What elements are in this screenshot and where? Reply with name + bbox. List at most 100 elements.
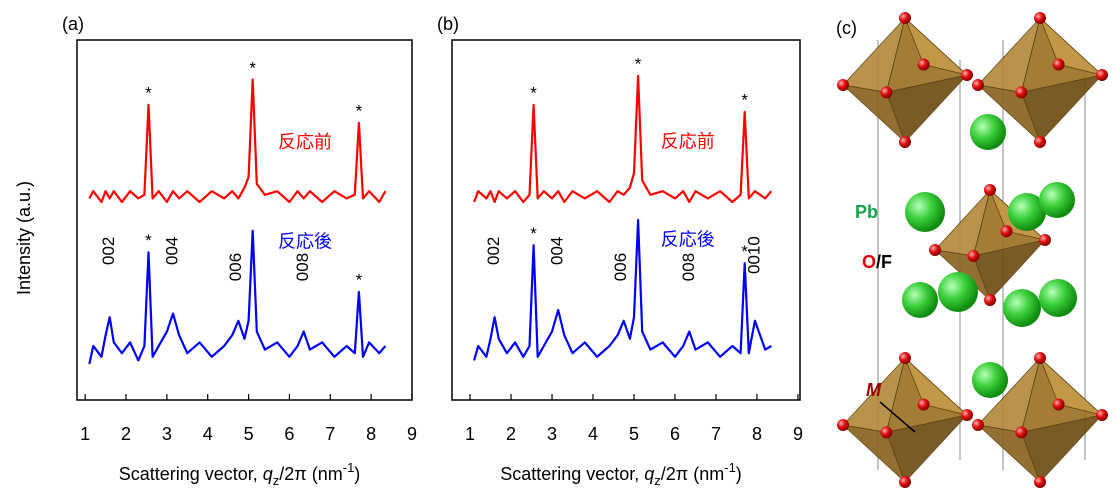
anion — [1034, 136, 1046, 148]
cation-pb — [1003, 289, 1041, 327]
peak-index: 008 — [293, 253, 312, 281]
peak-index: 008 — [679, 253, 698, 281]
x-axis-label-part: Scattering vector, — [119, 464, 263, 484]
octahedron-face — [885, 414, 969, 483]
cation-pb — [905, 192, 945, 232]
anion — [899, 12, 911, 24]
anion — [1015, 86, 1028, 99]
x-tick-label: 5 — [629, 424, 639, 444]
anion — [880, 426, 893, 439]
anion — [917, 398, 930, 411]
cation-pb — [972, 362, 1008, 398]
anion — [1034, 476, 1046, 488]
anion — [1096, 69, 1108, 81]
peak-index: 006 — [611, 253, 630, 281]
panel-label: (c) — [836, 18, 857, 38]
plot-frame — [76, 39, 413, 401]
x-axis-label-part: z — [273, 473, 280, 488]
x-axis-label-part: ) — [354, 464, 360, 484]
x-axis-label-part: z — [654, 473, 661, 488]
label-pointer — [879, 401, 916, 433]
anion — [917, 58, 930, 71]
octahedron-face — [904, 357, 969, 416]
x-axis-label-part: ) — [736, 464, 742, 484]
octahedron-face — [1020, 74, 1104, 143]
anion — [972, 79, 984, 91]
crystal-structure: (c) Pb O/F M — [836, 12, 1108, 488]
x-axis-label-part: q — [263, 464, 273, 484]
anion — [899, 476, 911, 488]
x-axis-label-part: -1 — [724, 460, 736, 475]
spectrum-line — [473, 218, 772, 361]
x-axis-label: Scattering vector, qz/2π (nm-1) — [500, 460, 742, 488]
cation-pb — [938, 272, 978, 312]
cation-pb — [1039, 279, 1077, 317]
atom-label-pb: Pb — [855, 202, 878, 222]
peak-marker: * — [145, 83, 152, 102]
series-label: 反応前 — [661, 131, 715, 151]
anion — [899, 352, 911, 364]
spectrum-line — [473, 74, 773, 204]
x-axis-label: Scattering vector, qz/2π (nm-1) — [119, 460, 361, 488]
anion — [967, 250, 980, 262]
x-tick-label: 7 — [711, 424, 721, 444]
panel-title: (b) — [437, 14, 459, 34]
cation-pb — [1008, 193, 1046, 231]
x-axis-label-part: q — [644, 464, 654, 484]
peak-index: 004 — [548, 237, 567, 265]
anion — [1034, 352, 1046, 364]
atom-label-f: /F — [876, 252, 892, 272]
atom-label-m: M — [866, 380, 882, 400]
peak-marker: * — [635, 55, 642, 74]
peak-index: 002 — [99, 237, 118, 265]
octahedron-face — [1039, 17, 1104, 76]
octahedron-face — [1020, 414, 1104, 483]
peak-marker: * — [356, 271, 363, 290]
anion — [1052, 58, 1065, 71]
x-tick-label: 4 — [203, 424, 213, 444]
x-axis-label-part: -1 — [343, 460, 355, 475]
anion — [961, 409, 973, 421]
x-tick-label: 1 — [465, 424, 475, 444]
octahedron-face — [904, 17, 969, 76]
cation-pb — [1039, 182, 1075, 218]
x-tick-label: 7 — [325, 424, 335, 444]
x-tick-label: 4 — [588, 424, 598, 444]
x-tick-label: 9 — [407, 424, 417, 444]
peak-marker: * — [145, 231, 152, 250]
peak-marker: * — [530, 224, 537, 243]
panel-title: (a) — [62, 14, 84, 34]
x-axis-label-part: /2π (nm — [279, 464, 342, 484]
peak-marker: * — [741, 242, 748, 261]
anion — [1034, 12, 1046, 24]
anion — [1015, 426, 1028, 439]
x-tick-label: 2 — [506, 424, 516, 444]
series-label: 反応後 — [278, 232, 332, 252]
anion — [1000, 225, 1013, 238]
peak-marker: * — [249, 58, 256, 77]
cation-pb — [902, 282, 938, 318]
anion — [1052, 398, 1065, 411]
x-tick-label: 1 — [80, 424, 90, 444]
peak-index: 004 — [162, 237, 181, 265]
x-tick-label: 8 — [752, 424, 762, 444]
anion — [880, 86, 893, 99]
anion — [961, 69, 973, 81]
peak-marker: * — [530, 83, 537, 102]
octahedron-face — [972, 239, 1047, 301]
anion — [1096, 409, 1108, 421]
y-axis-label: Intensity (a.u.) — [14, 181, 34, 295]
atom-label-o: O — [862, 252, 876, 272]
cation-pb — [970, 114, 1006, 150]
spectrum-line — [88, 229, 387, 365]
x-tick-label: 6 — [670, 424, 680, 444]
x-axis-label-part: /2π (nm — [661, 464, 724, 484]
peak-marker: * — [356, 101, 363, 120]
anion — [1039, 234, 1051, 246]
anion — [929, 244, 941, 256]
x-tick-label: 3 — [162, 424, 172, 444]
anion — [972, 419, 984, 431]
x-axis-label-part: Scattering vector, — [500, 464, 644, 484]
peak-index: 0010 — [744, 236, 763, 274]
